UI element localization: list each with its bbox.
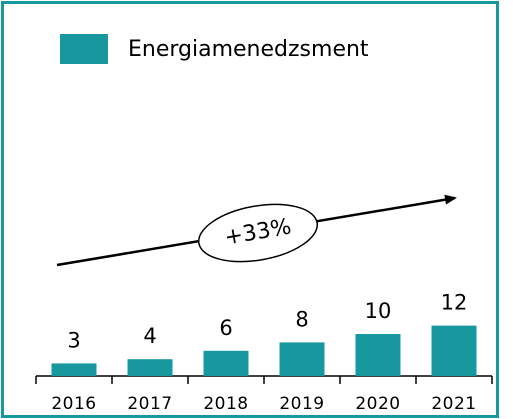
bar [355, 334, 401, 376]
x-tick-label: 2016 [51, 394, 96, 414]
data-label: 8 [295, 307, 308, 331]
data-label: 4 [143, 324, 156, 348]
bar [279, 342, 325, 376]
data-label: 10 [365, 299, 392, 323]
data-label: 3 [67, 328, 80, 352]
bar [127, 359, 173, 376]
bar [51, 363, 97, 376]
x-tick-label: 2018 [203, 394, 248, 414]
bar [431, 325, 477, 376]
bar [203, 350, 249, 376]
legend-swatch [60, 34, 108, 64]
data-label: 12 [441, 291, 468, 315]
x-tick-label: 2020 [355, 394, 400, 414]
annotation-group: +33% [197, 203, 319, 263]
frame [1, 1, 499, 418]
annotation-ellipse [197, 203, 319, 263]
x-tick-label: 2019 [279, 394, 324, 414]
data-label: 6 [219, 316, 232, 340]
x-tick-label: 2017 [127, 394, 172, 414]
x-tick-label: 2021 [431, 394, 476, 414]
legend-label: Energiamenedzsment [128, 37, 369, 62]
